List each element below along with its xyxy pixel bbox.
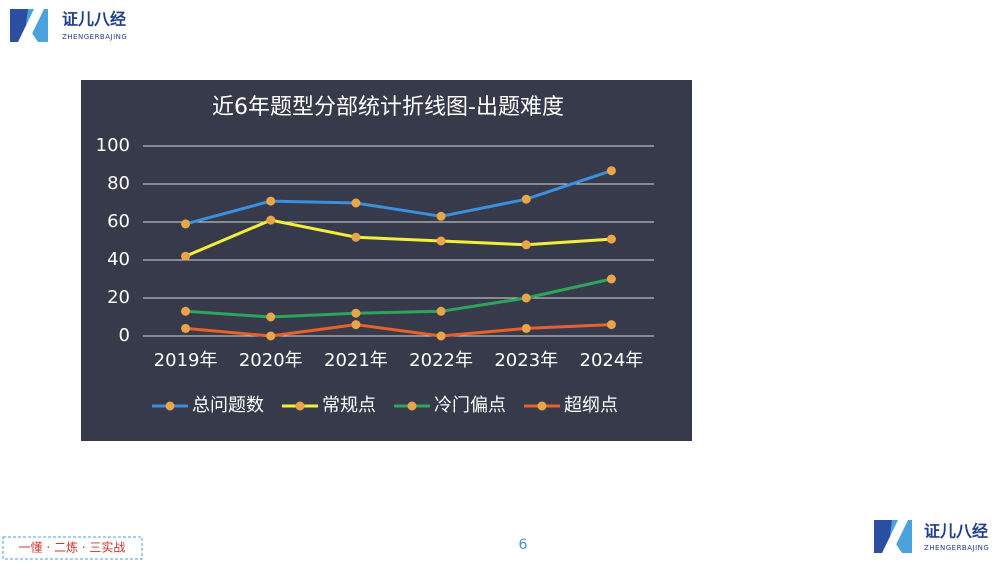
data-point [351, 198, 361, 208]
data-point [181, 323, 191, 333]
x-tick-label: 2023年 [494, 350, 558, 371]
x-tick-label: 2020年 [239, 350, 303, 371]
data-point [266, 312, 276, 322]
data-point [606, 320, 616, 330]
x-tick-label: 2021年 [324, 350, 388, 371]
data-point [521, 323, 531, 333]
data-point [436, 306, 446, 316]
footer-logo [874, 520, 912, 553]
chart-title: 近6年题型分部统计折线图-出题难度 [212, 95, 564, 120]
logo-subtext: ZHENGERBAJING [924, 544, 989, 552]
data-point [606, 166, 616, 176]
series-line [185, 323, 612, 338]
page-number: 6 [519, 537, 528, 553]
legend-label: 超纲点 [564, 395, 618, 416]
data-point [606, 274, 616, 284]
slogan: 一懂 · 二炼 · 三实战 [19, 540, 126, 555]
data-point [181, 306, 191, 316]
y-tick-label: 100 [96, 135, 130, 156]
legend-label: 常规点 [322, 395, 376, 416]
data-point [351, 320, 361, 330]
legend-marker [407, 401, 417, 411]
legend-label: 总问题数 [192, 395, 264, 416]
data-point [606, 234, 616, 244]
data-point [266, 215, 276, 225]
data-point [351, 232, 361, 242]
data-point [266, 331, 276, 341]
logo-text: 证儿八经 [924, 522, 988, 541]
legend-label: 冷门偏点 [434, 395, 506, 416]
x-tick-label: 2024年 [580, 350, 644, 371]
legend-marker [165, 401, 175, 411]
series-line [185, 277, 612, 319]
logo [10, 9, 48, 42]
x-tick-label: 2019年 [154, 350, 218, 371]
slogan-box [2, 536, 143, 560]
data-point [181, 251, 191, 261]
y-tick-label: 20 [107, 287, 130, 308]
data-point [521, 240, 531, 250]
logo-icon [18, 9, 44, 42]
data-point [266, 196, 276, 206]
logo-text: 证儿八经 [62, 10, 126, 29]
data-point [521, 293, 531, 303]
y-tick-label: 80 [107, 173, 130, 194]
data-point [521, 194, 531, 204]
y-tick-label: 0 [119, 325, 130, 346]
series-line [185, 169, 612, 226]
legend-marker [295, 401, 305, 411]
chart: 0 20 40 60 80 100 2019年 2020年 2021年 2022年 2023年 202… [96, 135, 654, 416]
legend-marker [537, 401, 547, 411]
y-tick-label: 40 [107, 249, 130, 270]
series-line [184, 218, 612, 258]
data-point [436, 331, 446, 341]
x-tick-label: 2022年 [409, 350, 473, 371]
y-tick-label: 60 [107, 211, 130, 232]
data-point [351, 308, 361, 318]
data-point [436, 211, 446, 221]
logo-subtext: ZHENGERBAJING [62, 33, 127, 41]
data-point [181, 219, 191, 229]
logo-icon [882, 520, 908, 553]
data-point [436, 236, 446, 246]
